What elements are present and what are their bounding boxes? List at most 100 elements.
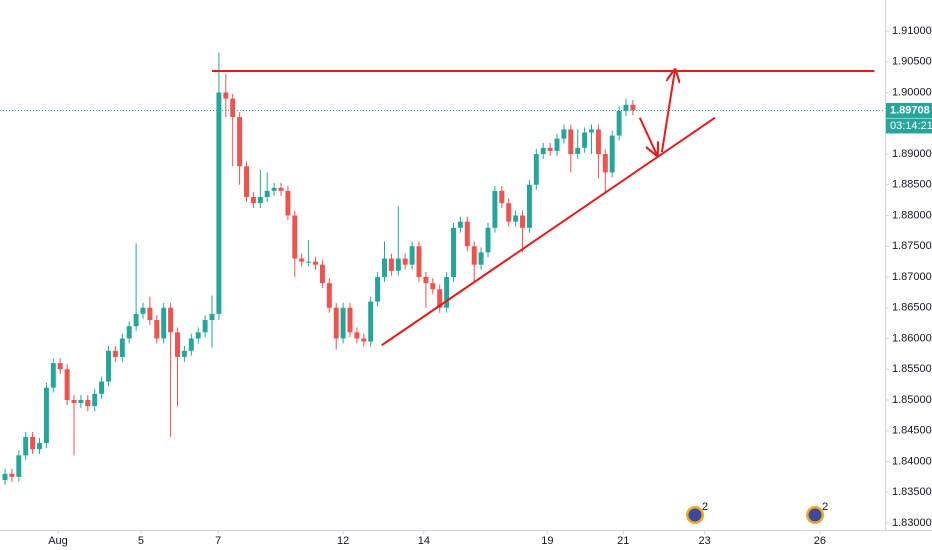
x-tick-label: 12 [337, 535, 349, 547]
x-tick-label: 23 [699, 535, 711, 547]
candle-body [485, 227, 491, 253]
candle-body [437, 289, 443, 308]
candle-body [64, 369, 70, 400]
candle-body [181, 350, 187, 357]
y-tick-label: 1.83000 [892, 517, 932, 529]
candle-body [230, 98, 236, 118]
candle-body [209, 313, 215, 321]
y-tick-label: 1.86000 [892, 332, 932, 344]
y-tick-label: 1.90500 [892, 56, 932, 68]
x-tick-label: Aug [48, 535, 68, 547]
y-tick-label: 1.88500 [892, 179, 932, 191]
candle-body [347, 307, 353, 333]
candle-body [112, 350, 118, 357]
candle-body [499, 190, 505, 204]
candle-body [457, 221, 463, 228]
event-icon-inner [808, 508, 822, 522]
candle-body [119, 338, 125, 357]
candle-body [306, 261, 312, 263]
candle-body [71, 399, 77, 404]
candle-body [92, 393, 98, 407]
candle-body [175, 332, 180, 357]
candle-body [492, 190, 498, 228]
candle-body [395, 258, 401, 271]
candle-body [57, 363, 63, 370]
candle-body [451, 227, 456, 277]
x-tick-label: 21 [617, 535, 629, 547]
candle-body [195, 332, 201, 339]
candle-body [292, 215, 298, 259]
candle-body [616, 110, 622, 136]
candle-body [416, 246, 422, 277]
event-count: 2 [702, 501, 708, 513]
candle-body [126, 326, 132, 339]
candle-body [37, 443, 42, 450]
candle-body [264, 190, 270, 198]
candle-body [299, 258, 305, 262]
candle-body [154, 320, 160, 339]
y-tick-label: 1.86500 [892, 302, 932, 314]
candle-body [388, 258, 394, 271]
y-tick-label: 1.87000 [892, 271, 932, 283]
x-tick-label: 19 [541, 535, 553, 547]
candle-body [106, 350, 111, 382]
candle-body [202, 320, 208, 333]
candle-body [547, 147, 553, 151]
x-tick-label: 7 [215, 535, 221, 547]
candle-body [582, 132, 588, 148]
candle-body [257, 197, 263, 204]
candle-body [361, 338, 367, 342]
candle-body [526, 184, 532, 228]
candle-body [133, 313, 139, 327]
candle-body [85, 399, 91, 407]
candle-body [250, 197, 256, 204]
candle-body [23, 436, 29, 456]
candle-body [623, 104, 629, 111]
candle-body [278, 187, 284, 191]
candle-body [630, 104, 636, 111]
y-tick-label: 1.89000 [892, 148, 932, 160]
candle-body [50, 363, 56, 388]
candle-body [423, 276, 429, 284]
candle-body [326, 283, 332, 308]
candle-body [595, 129, 601, 154]
candle-body [561, 129, 567, 139]
candle-body [402, 258, 408, 265]
candle-body [237, 117, 243, 167]
candle-body [244, 166, 249, 198]
drawing-arrow [660, 70, 675, 153]
candle-body [520, 215, 525, 228]
candle-body [540, 147, 546, 154]
candle-body [43, 387, 49, 444]
candle-body [568, 129, 574, 154]
countdown-box [886, 118, 932, 134]
countdown-label: 03:14:21 [890, 120, 932, 132]
candle-body [471, 246, 477, 265]
event-count: 2 [822, 501, 828, 513]
candle-body [575, 147, 581, 154]
candle-body [409, 246, 415, 265]
candle-body [554, 138, 560, 151]
candle-body [271, 187, 277, 191]
candle-body [161, 307, 167, 339]
candle-body [168, 307, 174, 333]
candle-body [589, 129, 594, 133]
y-tick-label: 1.85000 [892, 394, 932, 406]
y-tick-label: 1.84000 [892, 455, 932, 467]
candle-body [513, 215, 519, 222]
candle-body [285, 190, 291, 216]
y-tick-label: 1.84500 [892, 425, 932, 437]
candle-body [609, 135, 615, 173]
candle-body [444, 276, 450, 308]
candle-body [78, 399, 84, 404]
y-tick-label: 1.87500 [892, 240, 932, 252]
candle-body [2, 473, 8, 480]
drawing-arrow [638, 117, 657, 156]
x-tick-label: 14 [418, 535, 430, 547]
candle-body [140, 307, 146, 314]
candle-body [216, 92, 222, 314]
candle-body [333, 307, 339, 339]
candle-body [313, 261, 318, 265]
candle-body [354, 332, 360, 339]
